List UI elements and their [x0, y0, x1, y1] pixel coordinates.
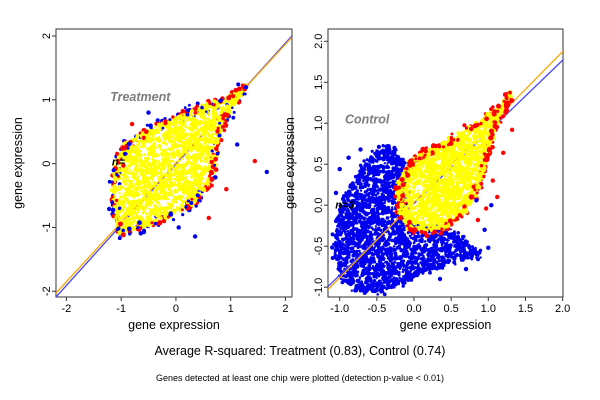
- y-tick-label: -2: [41, 286, 53, 296]
- control-dense-blue: [330, 144, 483, 297]
- x-tick-label: 2.0: [555, 303, 570, 315]
- x-tick-label: -1: [116, 303, 126, 315]
- x-tick-label: 0.5: [443, 303, 458, 315]
- treatment-y-axis-title: gene expression: [11, 117, 25, 209]
- x-tick-label: 0: [173, 303, 179, 315]
- treatment-fit-lines: [56, 35, 292, 297]
- y-tick-label: 0.5: [313, 157, 325, 172]
- treatment-outliers-outlier_red: [121, 121, 257, 221]
- x-tick-label: 1.0: [481, 303, 496, 315]
- y-tick-label: 0: [41, 161, 53, 167]
- treatment-annotation-treatment: Treatment: [110, 90, 171, 104]
- treatment-edge-red-top: [110, 83, 248, 238]
- y-tick-label: 2.0: [313, 34, 325, 49]
- control-annotation-n3: n=3: [335, 200, 354, 212]
- caption-r-squared: Average R-squared: Treatment (0.83), Con…: [154, 344, 446, 358]
- control-y-axis-title: gene expression: [283, 117, 297, 209]
- x-tick-label: 1.5: [518, 303, 533, 315]
- treatment-edge-blue-top: [107, 85, 249, 236]
- y-tick-label: 1: [41, 97, 53, 103]
- control-plot-border: [327, 28, 564, 298]
- control-outliers-cluster_blue: [333, 147, 494, 282]
- x-tick-label: 0.0: [406, 303, 421, 315]
- treatment-fit-line-orange: [56, 36, 292, 294]
- y-tick-label: -1.0: [313, 278, 325, 297]
- treatment-x-axis-title: gene expression: [128, 318, 220, 332]
- x-tick-label: -0.5: [367, 303, 386, 315]
- caption-note: Genes detected at least one chip were pl…: [156, 373, 444, 383]
- y-tick-label: -1: [41, 223, 53, 233]
- control-points: [328, 50, 563, 297]
- control-panel: -1.0 -0.5 0.0 0.5 1.0 1.5 2.0 -1.0 -0.5 0.0 0.5 1.0…: [283, 28, 570, 332]
- y-tick-label: 2: [41, 33, 53, 39]
- treatment-plot-border: [55, 28, 293, 298]
- y-tick-label: 1.5: [313, 75, 325, 90]
- y-tick-label: 1.0: [313, 116, 325, 131]
- control-outliers-outlier_red: [475, 127, 515, 223]
- x-tick-label: -1.0: [330, 303, 349, 315]
- y-tick-label: 0.0: [313, 198, 325, 213]
- treatment-axes: -2 -1 0 1 2 -2 -1 0 1 2 gene expression gene expres…: [11, 33, 288, 332]
- treatment-annotation-n: n=: [112, 157, 126, 169]
- control-annotation-control: Control: [345, 112, 390, 126]
- treatment-panel: -2 -1 0 1 2 -2 -1 0 1 2 gene expression gene expres…: [11, 28, 293, 332]
- control-edge-red-top: [395, 90, 515, 239]
- treatment-outliers-cluster_blue: [146, 110, 269, 239]
- control-x-axis-title: gene expression: [400, 318, 492, 332]
- control-axes: -1.0 -0.5 0.0 0.5 1.0 1.5 2.0 -1.0 -0.5 0.0 0.5 1.0…: [283, 34, 570, 332]
- x-tick-label: 2: [282, 303, 288, 315]
- treatment-points: [56, 35, 292, 297]
- y-tick-label: -0.5: [313, 237, 325, 256]
- x-tick-label: -2: [62, 303, 72, 315]
- x-tick-label: 1: [228, 303, 234, 315]
